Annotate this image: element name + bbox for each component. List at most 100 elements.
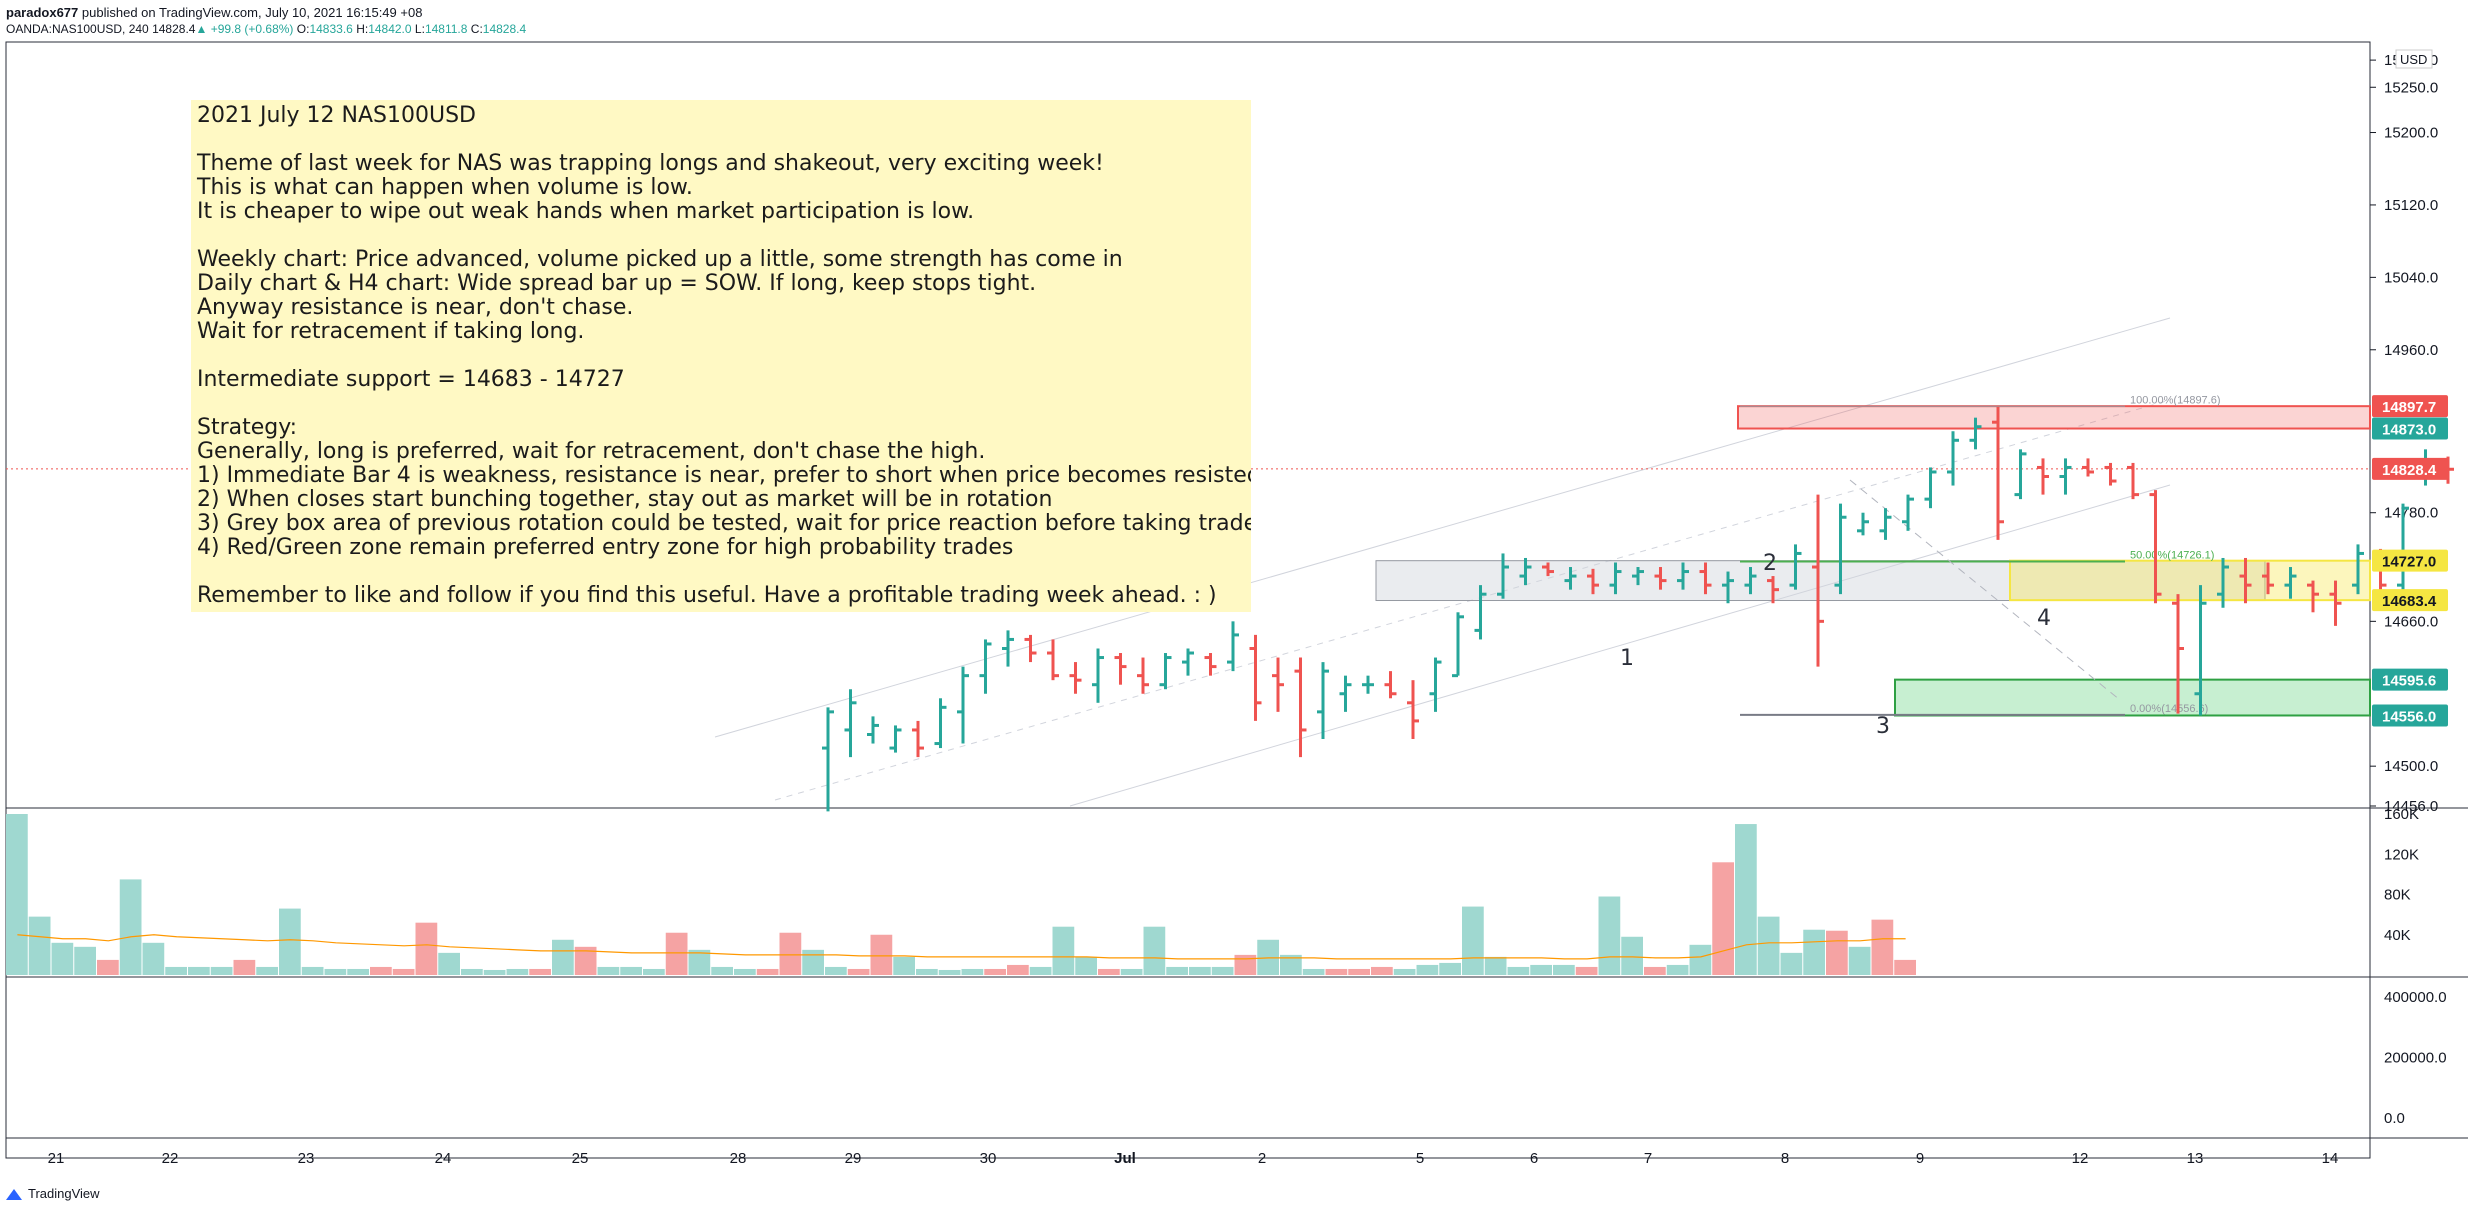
fib-level-label: 0.00%(14556.6) bbox=[2130, 703, 2208, 715]
volume-bar bbox=[893, 956, 915, 975]
volume-bar bbox=[597, 966, 620, 975]
currency-badge bbox=[2395, 49, 2433, 69]
volume-bar bbox=[734, 968, 756, 975]
volume-bar bbox=[643, 968, 665, 975]
channel-line-lower bbox=[1069, 484, 2171, 807]
volume-bar bbox=[1575, 966, 1598, 975]
volume-bar bbox=[779, 932, 802, 975]
bar-number-annotation: 1 bbox=[1620, 646, 1634, 671]
volume-bar bbox=[1735, 824, 1757, 975]
volume-bar bbox=[1280, 954, 1302, 975]
volume-bar bbox=[188, 966, 210, 975]
low-value: 14811.8 bbox=[424, 22, 468, 36]
price-axis-badge-value: 14595.6 bbox=[2382, 673, 2436, 690]
volume-ma-line bbox=[17, 934, 1906, 960]
volume-bar bbox=[415, 922, 438, 975]
volume-bar bbox=[1325, 968, 1348, 975]
brand-text: TradingView bbox=[28, 1186, 100, 1201]
volume-bar bbox=[1757, 916, 1780, 975]
price-axis-label: 14780.0 bbox=[2384, 505, 2438, 522]
bar-number-annotation: 4 bbox=[2037, 606, 2051, 631]
time-axis-label: 8 bbox=[1781, 1150, 1789, 1167]
price-axis-badge bbox=[2372, 457, 2448, 480]
volume-bar bbox=[1416, 964, 1439, 975]
volume-bar bbox=[301, 966, 324, 975]
price-axis-badge bbox=[2372, 668, 2448, 691]
volume-bar bbox=[802, 949, 824, 975]
price-axis-badge-value: 14683.4 bbox=[2382, 593, 2437, 610]
price-axis-badge-value: 14873.0 bbox=[2382, 422, 2436, 439]
yellow-support-zone bbox=[2009, 559, 2371, 602]
volume-bar bbox=[51, 942, 74, 975]
price-axis-badge bbox=[2372, 417, 2448, 440]
volume-bar bbox=[279, 908, 301, 975]
volume-bar bbox=[847, 968, 870, 975]
fib-level-label: 100.00%(14897.6) bbox=[2130, 394, 2221, 406]
time-axis-label: 6 bbox=[1530, 1150, 1538, 1167]
time-axis-label: 7 bbox=[1644, 1150, 1652, 1167]
volume-bar bbox=[1439, 962, 1461, 975]
volume-bar bbox=[756, 968, 779, 975]
volume-bar bbox=[1120, 968, 1143, 975]
volume-bar bbox=[1689, 944, 1712, 975]
volume-bar bbox=[119, 879, 142, 975]
author-name[interactable]: paradox677 bbox=[6, 5, 79, 20]
volume-bar bbox=[1598, 896, 1621, 975]
volume-bar bbox=[1211, 966, 1234, 975]
volume-bar bbox=[1780, 952, 1803, 975]
time-axis-label: 22 bbox=[162, 1150, 179, 1167]
volume-bar bbox=[1712, 862, 1734, 975]
price-axis-label: 14456.0 bbox=[2384, 798, 2438, 815]
high-label: H: bbox=[356, 22, 369, 36]
bar-number-annotation: 2 bbox=[1763, 551, 1777, 576]
volume-bar bbox=[165, 966, 187, 975]
time-axis-label: Jul bbox=[1114, 1150, 1136, 1167]
price-axis-badge-value: 14556.0 bbox=[2382, 708, 2436, 725]
price-change: +99.8 (+0.68%) bbox=[210, 22, 294, 36]
price-axis-badge-value: 14828.4 bbox=[2382, 462, 2437, 479]
volume-bar bbox=[1371, 966, 1393, 975]
volume-bar bbox=[1462, 906, 1484, 975]
footer-brand: TradingView bbox=[6, 1186, 100, 1201]
volume-axis-label: 160K bbox=[2384, 806, 2419, 823]
volume-bar bbox=[1075, 956, 1097, 975]
up-arrow-icon: ▲ bbox=[195, 22, 208, 36]
price-axis-badge bbox=[2372, 395, 2448, 418]
time-axis-label: 28 bbox=[730, 1150, 747, 1167]
volume-bar bbox=[28, 916, 51, 975]
time-axis-label: 21 bbox=[48, 1150, 65, 1167]
time-axis-label: 30 bbox=[980, 1150, 997, 1167]
volume-bar bbox=[506, 968, 529, 975]
price-axis-badge bbox=[2372, 589, 2448, 612]
volume-bar bbox=[984, 968, 1006, 975]
volume-bar bbox=[961, 968, 984, 975]
time-axis-label: 2 bbox=[1258, 1150, 1266, 1167]
time-axis-label: 9 bbox=[1916, 1150, 1924, 1167]
volume-bar bbox=[938, 969, 961, 975]
volume-bar bbox=[142, 942, 165, 975]
volume-bar bbox=[1644, 966, 1666, 975]
volume-bar bbox=[1052, 926, 1075, 975]
ohlc-line: OANDA:NAS100USD, 240 14828.4▲ +99.8 (+0.… bbox=[6, 21, 526, 38]
price-axis-label: 14500.0 bbox=[2384, 758, 2438, 775]
volume-bar bbox=[392, 968, 415, 975]
tradingview-logo-icon bbox=[6, 1188, 24, 1200]
close-label: C: bbox=[470, 22, 483, 36]
volume-bar bbox=[1507, 966, 1530, 975]
symbol-interval[interactable]: OANDA:NAS100USD, 240 bbox=[6, 22, 149, 36]
volume-bar bbox=[916, 968, 938, 975]
volume-bar bbox=[529, 968, 551, 975]
volume-bar bbox=[97, 959, 119, 975]
volume-bar bbox=[74, 946, 96, 975]
volume-bar bbox=[483, 969, 506, 975]
price-axis-label: 14660.0 bbox=[2384, 613, 2438, 630]
green-demand-zone bbox=[1894, 678, 2371, 717]
oscillator-axis-label: 0.0 bbox=[2384, 1110, 2405, 1127]
analysis-note[interactable]: 2021 July 12 NAS100USD Theme of last wee… bbox=[191, 100, 1251, 612]
price-axis-label: 15250.0 bbox=[2384, 79, 2438, 96]
volume-bar bbox=[552, 939, 574, 975]
volume-bar bbox=[1302, 968, 1325, 975]
volume-bar bbox=[1484, 956, 1507, 975]
volume-bar bbox=[574, 946, 597, 975]
